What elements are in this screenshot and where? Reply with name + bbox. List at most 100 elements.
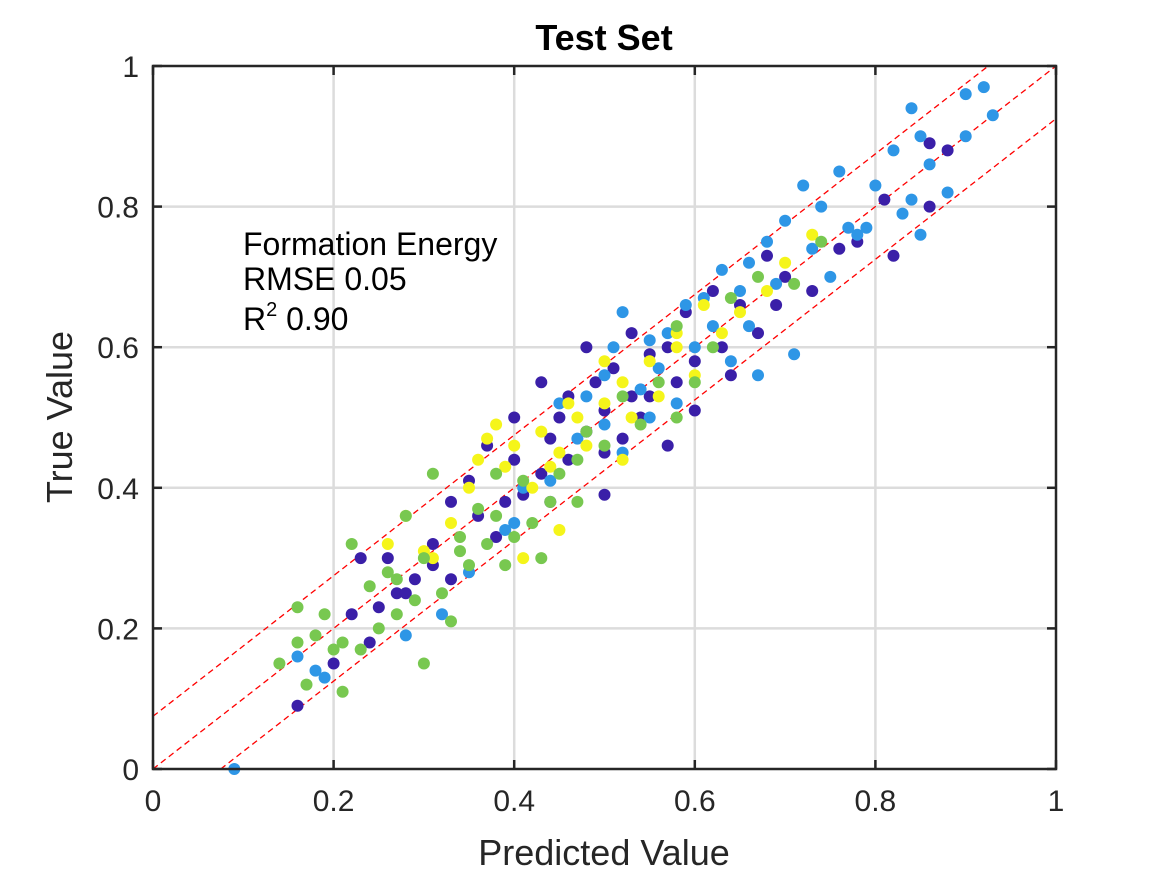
- data-point: [598, 397, 611, 410]
- data-point: [526, 517, 539, 529]
- data-point: [300, 678, 313, 691]
- data-point: [688, 376, 701, 389]
- data-point: [363, 580, 376, 593]
- data-point: [842, 221, 855, 234]
- data-point: [634, 418, 647, 431]
- data-point: [336, 636, 349, 649]
- data-point: [399, 629, 412, 642]
- data-point: [770, 277, 783, 290]
- data-point: [923, 137, 936, 150]
- data-point: [535, 552, 548, 565]
- data-point: [761, 235, 773, 248]
- data-point: [436, 587, 448, 600]
- data-point: [697, 299, 710, 311]
- reference-line-lower-band: [220, 118, 1057, 770]
- data-point: [743, 320, 755, 333]
- data-point: [824, 270, 837, 283]
- data-point: [517, 474, 530, 487]
- data-point: [426, 552, 439, 565]
- data-point: [761, 285, 773, 297]
- data-point: [490, 418, 503, 431]
- data-point: [553, 467, 566, 480]
- data-point: [445, 517, 457, 529]
- data-point: [923, 200, 936, 213]
- data-point: [914, 228, 927, 241]
- data-point: [472, 453, 485, 466]
- data-point: [571, 495, 584, 508]
- data-point: [986, 109, 999, 122]
- data-point: [959, 88, 972, 101]
- reference-line-identity: [152, 65, 1057, 770]
- data-point: [607, 341, 620, 354]
- data-point: [372, 622, 385, 635]
- data-point: [887, 249, 900, 262]
- data-point: [463, 559, 475, 572]
- data-point: [544, 432, 557, 445]
- data-point: [580, 439, 593, 452]
- data-point: [941, 186, 954, 199]
- y-tick-label: 1: [122, 51, 139, 84]
- x-tick-label: 0.2: [313, 785, 355, 818]
- data-point: [345, 538, 358, 550]
- data-point: [616, 432, 629, 445]
- data-point: [499, 524, 512, 536]
- data-point: [724, 292, 737, 304]
- data-point: [454, 531, 466, 543]
- data-point: [652, 390, 665, 403]
- data-point: [788, 277, 801, 290]
- data-point: [905, 102, 918, 115]
- data-point: [372, 601, 385, 614]
- data-point: [815, 235, 828, 248]
- chart-title: Test Set: [535, 17, 672, 58]
- data-point: [463, 481, 475, 494]
- data-point: [526, 481, 539, 494]
- data-point: [734, 306, 746, 319]
- data-point: [490, 531, 503, 543]
- data-point: [544, 460, 557, 473]
- data-point: [445, 573, 457, 586]
- x-tick-label: 0: [145, 785, 162, 818]
- data-point: [679, 299, 692, 311]
- annotation-r-squared-prefix: R: [243, 301, 266, 337]
- data-point: [752, 327, 764, 340]
- annotation-r-squared: R2 0.90: [243, 299, 348, 337]
- y-axis-label: True Value: [39, 331, 80, 503]
- annotation-metric-name: Formation Energy: [243, 226, 497, 262]
- data-point: [914, 130, 927, 143]
- data-point: [499, 559, 512, 572]
- data-point: [788, 348, 801, 361]
- data-point: [688, 341, 701, 354]
- data-point: [589, 376, 602, 389]
- data-point: [445, 495, 457, 508]
- data-point: [291, 601, 304, 614]
- data-point: [580, 425, 593, 438]
- data-point: [634, 383, 647, 396]
- data-point: [571, 432, 584, 445]
- y-tick-label: 0.4: [97, 473, 139, 506]
- data-point: [616, 453, 629, 466]
- data-point: [273, 657, 286, 670]
- data-point: [706, 341, 719, 354]
- data-point: [652, 362, 665, 375]
- data-point: [661, 439, 674, 452]
- data-point: [779, 214, 792, 227]
- data-point: [399, 587, 412, 600]
- data-point: [490, 467, 503, 480]
- data-point: [381, 552, 394, 565]
- annotation-r-squared-value: 0.90: [277, 301, 348, 337]
- data-point: [481, 432, 494, 445]
- data-point: [670, 397, 683, 410]
- data-point: [390, 587, 403, 600]
- data-point: [580, 341, 593, 354]
- data-point: [643, 390, 656, 403]
- data-point: [399, 509, 412, 522]
- data-point: [309, 629, 322, 642]
- data-point: [417, 657, 430, 670]
- data-point: [806, 228, 819, 241]
- x-axis-label: Predicted Value: [478, 832, 730, 873]
- data-point: [869, 179, 882, 192]
- reference-line-upper-band: [152, 65, 989, 717]
- y-tick-label: 0.2: [97, 613, 139, 646]
- data-point: [851, 228, 864, 241]
